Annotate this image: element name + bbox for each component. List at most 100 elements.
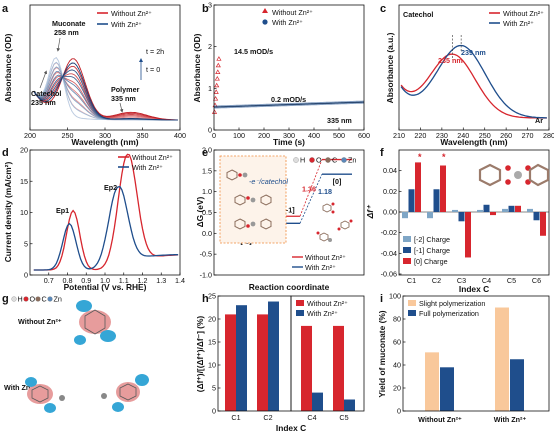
panel-g-atom-label: C	[42, 295, 47, 304]
panel-h-bar	[236, 305, 247, 411]
panel-c: c 210 220 230 240 250 260 270 280 Wavelength (n…	[380, 3, 554, 147]
panel-c-xtick-label: 260	[500, 131, 512, 140]
panel-e-legend-without: Without Zn²⁺	[305, 253, 346, 262]
panel-c-peak-without: 235 nm	[438, 56, 463, 65]
panel-b-ytick-label: 1	[208, 84, 212, 93]
panel-e-atom-label: O	[316, 156, 322, 165]
panel-i-ytick-label: 60	[393, 338, 401, 347]
panel-f-bar	[515, 205, 521, 212]
panel-e-ytick-label: 2.0	[202, 146, 212, 155]
panel-b-xtick-label: 0	[212, 131, 216, 140]
panel-f-bar	[402, 212, 408, 219]
panel-h-bar	[333, 325, 344, 411]
panel-f-legend-swatch-0	[403, 258, 411, 264]
panel-d-xtick-label: 1.3	[156, 276, 166, 285]
right-molecule-2	[337, 219, 353, 231]
panel-f-star-c1: *	[418, 152, 422, 162]
panel-b-legend-with: With Zn²⁺	[272, 18, 303, 27]
panel-e-ytick-label: 1.5	[202, 166, 212, 175]
panel-b-point-without	[215, 62, 221, 68]
panel-e-atom-label: C	[332, 156, 337, 165]
panel-d-legend-without: Without Zn²⁺	[132, 153, 173, 162]
panel-i-ytick-label: 100	[389, 292, 401, 301]
panel-f-category-label: C5	[507, 276, 516, 285]
panel-g-atom-dot	[11, 296, 17, 302]
panel-a-catechol-arrow	[39, 70, 48, 89]
panel-a-spectrum-without	[33, 58, 178, 121]
panel-a-muconate: Muconate	[52, 19, 86, 28]
panel-b-xtick-label: 300	[283, 131, 295, 140]
panel-f-bar	[477, 209, 483, 212]
panel-f-bar	[533, 212, 540, 221]
panel-i-plot: Without Zn²⁺ With Zn²⁺	[418, 307, 526, 424]
panel-d-ytick-label: 5	[24, 239, 28, 248]
panel-e-connector-without	[299, 159, 323, 217]
panel-b-ticks: 0 100 200 300 400 500 600 0 1 2 3	[208, 1, 370, 141]
panel-h-ticks: 0 5 10 15 20 25	[208, 292, 221, 416]
panel-e-atom-dot	[341, 157, 347, 163]
panel-f-bar	[408, 189, 415, 212]
panel-f: f C1 C2 C3 C4 C5 C6 -0.06 -0.04 -0.02 0.00 0.02 0.…	[365, 147, 550, 294]
panel-h-ytick-label: 25	[208, 292, 216, 301]
panel-f-legend-swatch-m2	[403, 236, 411, 242]
panel-e-inset-label: -e⁻/catechol	[249, 177, 288, 186]
panel-f-bar	[540, 212, 546, 236]
panel-a-spectra	[33, 56, 178, 121]
panel-d-plot	[33, 153, 179, 271]
panel-g-atom-dot	[47, 296, 53, 302]
panel-f-ytick-label: 0.00	[383, 208, 397, 217]
panel-g-atom-label: H	[18, 295, 23, 304]
panel-g-atom-dot	[23, 296, 29, 302]
panel-b-xtick-label: 200	[258, 131, 270, 140]
panel-f-category-label: C4	[482, 276, 491, 285]
panel-a-xtick-label: 250	[62, 131, 74, 140]
panel-d-ylabel: Current density (mA/cm²)	[3, 162, 13, 263]
panel-c-plot	[400, 35, 547, 119]
panel-label-d: d	[2, 147, 9, 159]
panel-e-step2-with: 1.18	[318, 187, 332, 196]
panel-h-frame-right	[290, 295, 365, 412]
panel-e-state-0: [0]	[333, 177, 342, 186]
panel-label-h: h	[202, 293, 209, 305]
panel-d-series-without	[33, 153, 179, 271]
panel-e-atom-legend: H O C Zn	[293, 156, 356, 165]
panel-i-ticks: 0 20 40 60 80 100	[389, 292, 406, 416]
panel-c-xtick-label: 220	[414, 131, 426, 140]
panel-b-point-without	[214, 82, 220, 88]
panel-b-ytick-label: 3	[208, 1, 212, 10]
panel-e-xlabel: Reaction coordinate	[249, 282, 330, 292]
panel-e-atom-dot	[325, 157, 331, 163]
panel-f-bar	[508, 205, 515, 212]
panel-a-catechol: Catechol	[31, 89, 61, 98]
panel-a-legend-without: Without Zn²⁺	[111, 9, 152, 18]
panel-d-xtick-label: 1.2	[138, 276, 148, 285]
panel-f-category-label: C6	[532, 276, 541, 285]
panel-d-ytick-label: 10	[20, 208, 28, 217]
panel-c-xtick-label: 250	[479, 131, 491, 140]
panel-h-ytick-label: 15	[208, 338, 216, 347]
panel-label-c: c	[380, 3, 386, 15]
panel-b-legend-marker-with	[262, 19, 268, 25]
panel-b-ylabel: Absorbance (OD)	[192, 33, 202, 102]
panel-g-without: Without Zn²⁺	[18, 317, 62, 326]
panel-d-xtick-label: 1.1	[119, 276, 129, 285]
panel-b-plot	[211, 56, 364, 114]
panel-g-orbital-2	[25, 377, 65, 413]
panel-e-ytick-label: -0.5	[200, 250, 212, 259]
panel-e-legend-with: With Zn²⁺	[305, 263, 336, 272]
panel-e-atom-dot	[293, 157, 299, 163]
panel-i-legend-full: Full polymerization	[419, 309, 479, 318]
panel-b-series-with-core	[213, 101, 364, 108]
panel-h-xlabel: Index C	[276, 423, 306, 433]
panel-i-frame	[402, 295, 550, 412]
panel-a-xlabel: Wavelength (nm)	[71, 137, 138, 147]
panel-i-ytick-label: 40	[393, 361, 401, 370]
panel-c-atmosphere: Ar	[535, 116, 543, 125]
panel-b-xlabel: Time (s)	[273, 137, 305, 147]
panel-e-ylabel: ΔG (eV)	[195, 196, 205, 227]
panel-f-ytick-label: -0.04	[381, 249, 397, 258]
panel-f-bar	[483, 204, 490, 212]
panel-e-inset-molecules	[226, 169, 272, 230]
panel-g-atom-label: Zn	[54, 295, 62, 304]
panel-b-point-without	[215, 69, 221, 74]
